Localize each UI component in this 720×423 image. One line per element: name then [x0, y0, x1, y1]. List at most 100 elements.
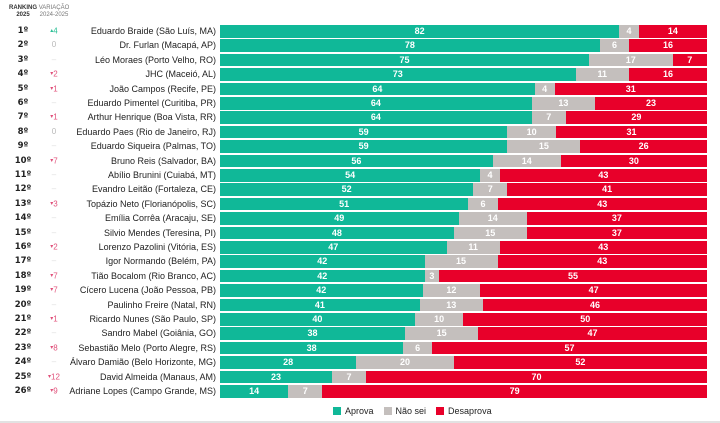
bar-segment-nao-sei: 7 [332, 370, 367, 384]
legend-label: Aprova [345, 406, 374, 416]
variation-header: VARIAÇÃO 2024-2025 [34, 5, 74, 19]
rank-label: 25º [14, 371, 32, 382]
legend-swatch-aprova [333, 407, 341, 415]
bar-segment-aprova: 51 [220, 197, 469, 211]
table-row: 21º ▾1 Ricardo Nunes (São Paulo, SP) 40 10 50 [0, 312, 720, 326]
rank-label: 10º [14, 155, 32, 166]
variation-text: 7 [53, 285, 58, 295]
bar-segment-nao-sei: 4 [619, 25, 639, 38]
rank-label: 19º [14, 285, 32, 296]
variation-value: ▾9 [34, 384, 74, 399]
variation-text: 2 [53, 242, 58, 252]
mayor-name-label: Álvaro Damião (Belo Horizonte, MG) [69, 357, 216, 368]
stacked-bar: 40 10 50 [220, 313, 707, 326]
mayor-name-label: Sebastião Melo (Porto Alegre, RS) [78, 342, 216, 353]
variation-text: 1 [53, 314, 58, 324]
bar-segment-nao-sei: 15 [405, 327, 479, 340]
variation-text: 1 [53, 112, 58, 122]
stacked-bar: 51 6 43 [220, 197, 707, 211]
bar-segment-desaprova: 26 [580, 140, 707, 153]
legend-swatch-desaprova [436, 407, 445, 415]
triangle-down-icon: ▾ [50, 316, 54, 322]
triangle-up-icon: ▴ [50, 28, 54, 34]
bar-segment-nao-sei: 6 [403, 341, 433, 355]
mayor-name-label: Ricardo Nunes (São Paulo, SP) [89, 314, 216, 324]
bar-segment-nao-sei: 10 [414, 313, 464, 326]
table-row: 5º ▾1 João Campos (Recife, PE) 64 4 31 [0, 82, 720, 96]
bar-segment-aprova: 82 [220, 25, 620, 38]
bar-segment-nao-sei: 7 [473, 183, 508, 196]
stacked-bar: 38 6 57 [220, 341, 707, 355]
triangle-down-icon: ▾ [50, 344, 54, 351]
table-row: 25º ▾12 David Almeida (Manaus, AM) 23 7 70 [0, 370, 720, 384]
table-row: 1º ▴4 Eduardo Braide (São Luís, MA) 82 4 14 [0, 24, 720, 38]
variation-value: – [34, 355, 74, 369]
bar-segment-desaprova: 30 [560, 154, 707, 168]
variation-text: 7 [53, 155, 58, 165]
bar-segment-aprova: 14 [220, 385, 289, 398]
bar-segment-desaprova: 14 [638, 25, 707, 38]
legend-item-desaprova: Desaprova [436, 406, 492, 416]
variation-text: – [51, 256, 57, 266]
mayor-name-label: Adriane Lopes (Campo Grande, MS) [69, 386, 216, 396]
table-row: 4º ▾2 JHC (Maceió, AL) 73 11 16 [0, 67, 720, 81]
bar-segment-desaprova: 47 [480, 284, 707, 297]
variation-text: – [51, 357, 57, 367]
mayor-name-label: Eduardo Paes (Rio de Janeiro, RJ) [76, 126, 216, 137]
bar-segment-aprova: 56 [220, 154, 493, 168]
triangle-down-icon: ▾ [50, 200, 54, 207]
table-row: 9º – Eduardo Siqueira (Palmas, TO) 59 15 26 [0, 139, 720, 153]
stacked-bar: 42 3 55 [220, 269, 707, 283]
variation-text: – [51, 54, 57, 64]
rank-label: 12º [14, 184, 32, 195]
ranking-header: RANKING 2025 [6, 5, 40, 19]
bar-segment-desaprova: 37 [526, 226, 707, 240]
bar-segment-nao-sei: 13 [531, 97, 595, 110]
rank-label: 15º [14, 227, 32, 238]
table-row: 12º – Evandro Leitão (Fortaleza, CE) 52 7 41 [0, 182, 720, 196]
variation-value: ▾7 [34, 283, 74, 298]
variation-text: 0 [51, 40, 57, 50]
table-row: 8º 0 Eduardo Paes (Rio de Janeiro, RJ) 59 10… [0, 125, 720, 139]
bottom-divider [0, 421, 720, 423]
variation-header-line2: 2024-2025 [39, 12, 69, 18]
mayor-name-label: Paulinho Freire (Natal, RN) [107, 299, 216, 310]
rank-label: 4º [17, 69, 29, 80]
bar-segment-nao-sei: 15 [424, 255, 498, 268]
variation-text: – [51, 170, 57, 179]
variation-text: 9 [53, 386, 58, 396]
bar-segment-desaprova: 29 [565, 111, 707, 124]
rank-label: 22º [14, 328, 32, 339]
rank-label: 5º [17, 83, 29, 94]
bar-segment-aprova: 52 [220, 183, 474, 196]
variation-value: – [34, 326, 74, 340]
variation-text: 7 [53, 271, 58, 281]
bar-segment-aprova: 38 [220, 341, 404, 355]
table-row: 19º ▾7 Cícero Lucena (João Pessoa, PB) 42 12… [0, 283, 720, 297]
variation-value: – [34, 96, 74, 110]
bar-segment-aprova: 64 [220, 82, 535, 96]
variation-value: 0 [34, 125, 74, 139]
bar-segment-aprova: 54 [220, 169, 481, 182]
mayor-name-label: Sandro Mabel (Goiânia, GO) [101, 328, 216, 339]
mayor-name-label: Eduardo Braide (São Luís, MA) [90, 26, 216, 36]
rank-label: 21º [14, 314, 32, 324]
variation-text: 1 [53, 83, 58, 93]
bar-segment-nao-sei: 15 [453, 226, 527, 240]
rank-label: 11º [14, 170, 32, 180]
table-row: 14º – Emília Corrêa (Aracaju, SE) 49 14 37 [0, 211, 720, 225]
legend-label: Desaprova [448, 406, 492, 416]
variation-text: 3 [53, 199, 58, 209]
bar-segment-aprova: 48 [220, 226, 454, 240]
rank-label: 7º [17, 112, 29, 123]
bar-segment-desaprova: 41 [507, 183, 707, 196]
rank-label: 24º [14, 357, 32, 368]
stacked-bar: 42 15 43 [220, 255, 707, 268]
variation-text: 8 [53, 343, 58, 353]
bar-segment-nao-sei: 6 [599, 39, 630, 52]
variation-value: – [34, 182, 74, 196]
variation-value: ▾2 [34, 240, 74, 255]
bar-segment-aprova: 49 [220, 212, 459, 225]
variation-value: – [34, 168, 74, 182]
bar-segment-aprova: 40 [220, 313, 415, 326]
